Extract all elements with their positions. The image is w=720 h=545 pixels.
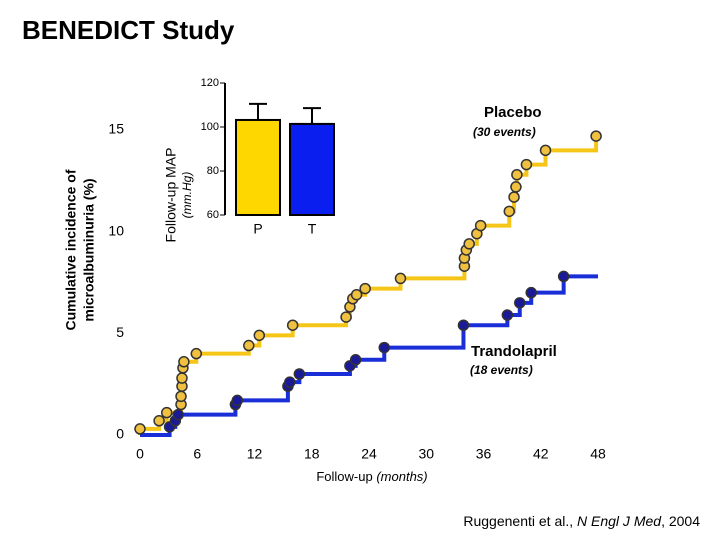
x-label-unit: (months) [376,469,427,484]
x-tick-label: 6 [193,446,201,462]
series-note: (18 events) [470,363,533,377]
event-marker [178,356,190,368]
event-marker [293,368,306,380]
event-marker [160,406,173,419]
citation-authors: Ruggenenti et al., [463,513,577,529]
series-note: (30 events) [473,125,536,139]
y-label-group: Cumulative incidence of microalbuminuria… [63,169,97,330]
event-marker [539,144,552,157]
event-marker [350,288,363,301]
inset-y-unit: (mm.Hg) [180,172,194,219]
x-tick-label: 42 [533,446,549,462]
event-marker [134,423,146,435]
x-tick-label: 0 [136,446,144,462]
citation-year: , 2004 [661,513,700,529]
event-marker [520,158,533,171]
inset-y-label-group: Follow-up MAP (mm.Hg) [163,148,194,243]
y-tick-label: 120 [201,77,219,89]
event-marker [394,272,407,285]
x-tick-label: 36 [476,446,492,462]
inset-y-label: Follow-up MAP [163,148,179,243]
series-label: Trandolapril [471,343,557,360]
x-tick-label: 24 [361,446,377,462]
event-marker [557,270,570,283]
y-tick-label: 10 [108,222,124,238]
event-marker [503,205,516,218]
event-marker [243,339,255,352]
y-tick-label: 5 [116,324,124,340]
series-label: Placebo [484,104,542,121]
bar [235,118,281,216]
y-tick-label: 100 [201,121,219,133]
y-tick-label: 60 [207,209,219,221]
page-title: BENEDICT Study [22,15,235,45]
x-tick-label: 18 [304,446,320,462]
event-marker [349,354,362,366]
x-axis-label: Follow-up (months) [316,469,427,484]
event-marker [525,286,537,299]
event-marker [508,191,520,203]
x-tick-label: T [308,221,317,237]
citation: Ruggenenti et al., N Engl J Med, 2004 [463,513,700,529]
event-marker [378,341,391,354]
event-marker [474,219,487,232]
event-marker [514,297,526,309]
x-tick-label: 12 [247,446,263,462]
event-marker [340,311,352,323]
event-marker [359,282,371,295]
x-tick-label: 48 [590,446,606,462]
event-marker [172,408,184,421]
event-marker [153,415,165,427]
event-marker [231,394,244,407]
x-tick-label: P [253,221,262,237]
y-tick-label: 0 [116,426,124,442]
y-tick-label: 80 [207,165,219,177]
bar [289,122,335,216]
citation-journal: N Engl J Med [577,513,662,529]
event-marker [590,130,602,142]
event-marker [463,238,475,250]
event-marker [284,376,296,388]
y-tick-label: 15 [108,121,124,137]
event-marker [190,347,203,360]
event-marker [511,168,523,181]
event-marker [176,372,188,384]
y-axis-label: microalbuminuria (%) [81,178,97,321]
y-axis-label: Cumulative incidence of [63,169,79,330]
event-marker [510,181,522,193]
event-marker [286,319,299,331]
x-tick-label: 30 [418,446,434,462]
event-marker [457,319,470,331]
event-marker [253,329,266,342]
event-marker [175,390,187,403]
x-label-text: Follow-up [316,469,372,484]
event-marker [501,309,514,321]
